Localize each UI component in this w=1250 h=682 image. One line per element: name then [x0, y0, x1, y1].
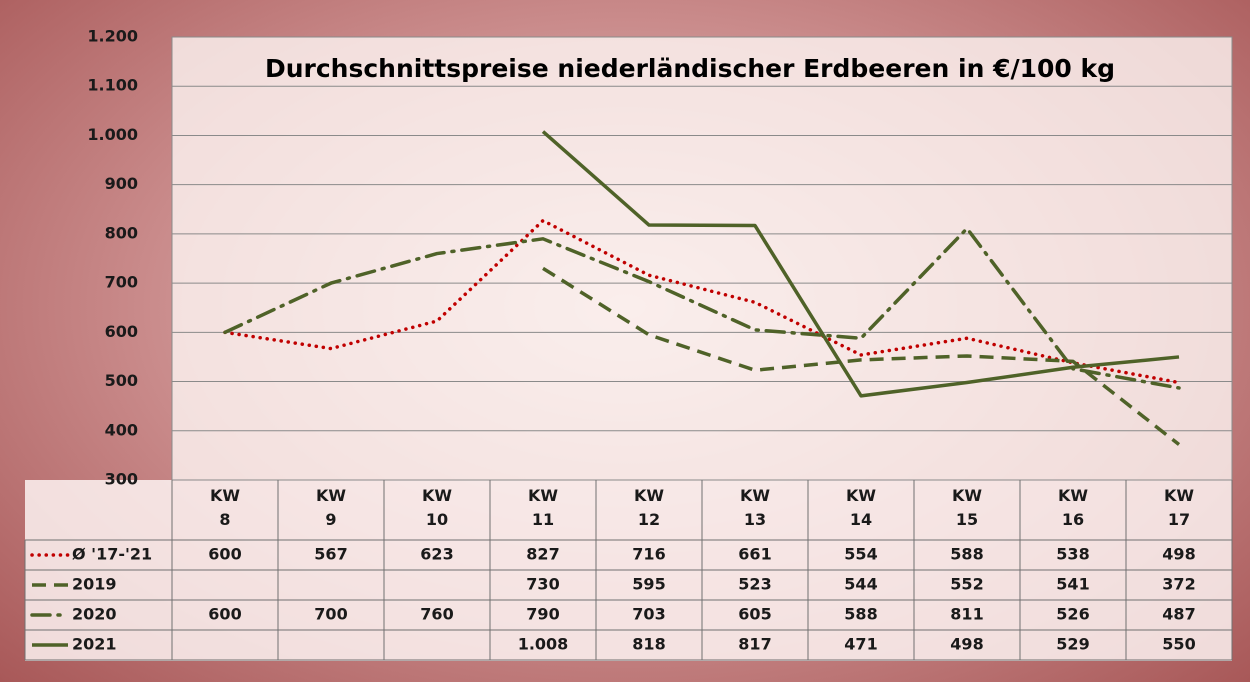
x-tick-label: KW 12	[634, 486, 665, 529]
table-value: 730	[526, 575, 559, 594]
table-value: 790	[526, 605, 559, 624]
table-value: 538	[1056, 545, 1089, 564]
x-tick-label: KW 16	[1058, 486, 1089, 529]
table-value: 818	[632, 635, 665, 654]
table-value: 703	[632, 605, 665, 624]
table-value: 600	[208, 605, 241, 624]
y-tick-label: 900	[105, 174, 138, 193]
table-value: 554	[844, 545, 877, 564]
x-tick-label: KW 14	[846, 486, 877, 529]
x-tick-label: KW 13	[740, 486, 771, 529]
y-tick-label: 400	[105, 420, 138, 439]
table-value: 541	[1056, 575, 1089, 594]
series-line	[223, 226, 1181, 390]
legend-label: 2021	[72, 635, 117, 654]
table-value: 760	[420, 605, 453, 624]
x-tick-label: KW 9	[316, 486, 347, 529]
series-line	[541, 130, 1180, 398]
x-tick-label: KW 17	[1164, 486, 1195, 529]
table-value: 817	[738, 635, 771, 654]
y-tick-label: 600	[105, 322, 138, 341]
table-value: 700	[314, 605, 347, 624]
table-value: 811	[950, 605, 983, 624]
x-tick-label: KW 8	[210, 486, 241, 529]
legend-label: Ø '17-'21	[72, 545, 152, 564]
plot-area	[172, 37, 1232, 480]
table-value: 567	[314, 545, 347, 564]
table-value: 544	[844, 575, 877, 594]
table-value: 552	[950, 575, 983, 594]
series-line	[542, 266, 1181, 446]
table-value: 372	[1162, 575, 1195, 594]
table-value: 471	[844, 635, 877, 654]
legend-label: 2020	[72, 605, 117, 624]
y-tick-label: 700	[105, 273, 138, 292]
y-tick-label: 1.100	[87, 76, 138, 95]
y-tick-label: 300	[105, 470, 138, 489]
table-value: 498	[1162, 545, 1195, 564]
table-value: 661	[738, 545, 771, 564]
table-value: 523	[738, 575, 771, 594]
table-value: 623	[420, 545, 453, 564]
table-value: 588	[950, 545, 983, 564]
legend-label: 2019	[72, 575, 117, 594]
y-tick-label: 1.200	[87, 27, 138, 46]
table-value: 1.008	[518, 635, 569, 654]
table-value: 487	[1162, 605, 1195, 624]
table-value: 498	[950, 635, 983, 654]
table-value: 595	[632, 575, 665, 594]
chart-title: Durchschnittspreise niederländischer Erd…	[265, 54, 1115, 83]
x-tick-label: KW 10	[422, 486, 453, 529]
y-tick-label: 1.000	[87, 125, 138, 144]
table-value: 550	[1162, 635, 1195, 654]
x-tick-label: KW 15	[952, 486, 983, 529]
x-tick-label: KW 11	[528, 486, 559, 529]
table-value: 827	[526, 545, 559, 564]
table-value: 529	[1056, 635, 1089, 654]
y-tick-label: 800	[105, 223, 138, 242]
table-value: 605	[738, 605, 771, 624]
table-value: 716	[632, 545, 665, 564]
table-value: 526	[1056, 605, 1089, 624]
y-tick-label: 500	[105, 371, 138, 390]
series-line	[223, 218, 1181, 385]
table-value: 588	[844, 605, 877, 624]
table-value: 600	[208, 545, 241, 564]
